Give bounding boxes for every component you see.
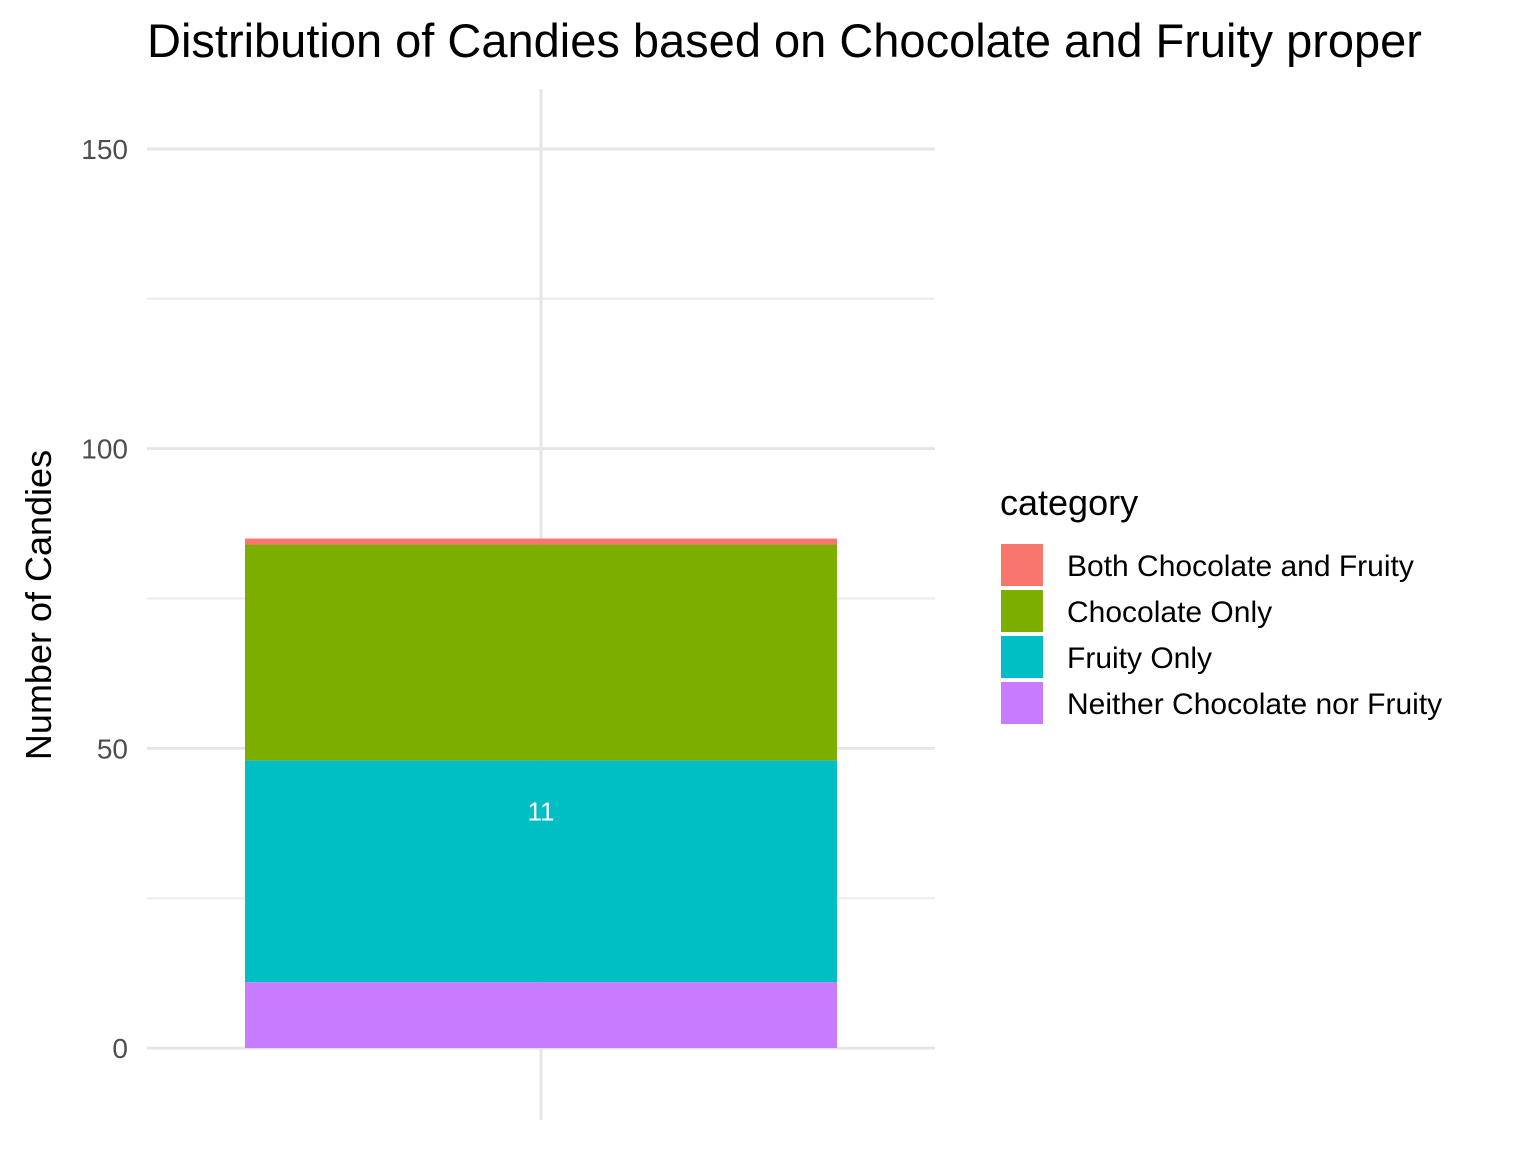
legend-label: Fruity Only [1067,642,1212,675]
bar-segments [245,538,837,1049]
legend-label: Neither Chocolate nor Fruity [1067,688,1442,721]
bar-segment-both-chocolate-and-fruity [245,538,837,545]
data-label: 11 [528,796,555,826]
legend-key [1001,636,1043,678]
y-tick-label: 50 [97,733,128,764]
legend-title: category [1000,482,1138,523]
legend-label: Both Chocolate and Fruity [1067,550,1414,583]
y-tick-label: 0 [112,1033,128,1064]
y-tick-label: 150 [81,134,128,165]
legend-label: Chocolate Only [1067,596,1272,629]
y-tick-label: 100 [81,434,128,465]
data-labels: 11 [528,796,555,826]
legend: category Both Chocolate and Fruity Chocol… [1000,482,1442,724]
legend-key [1001,544,1043,586]
y-axis-ticks: 0 50 100 150 [81,134,128,1064]
bar-segment-chocolate-only [245,544,837,761]
bar-segment-fruity-only [245,760,837,983]
chart-title: Distribution of Candies based on Chocola… [147,14,1422,67]
legend-key [1001,590,1043,632]
legend-key [1001,682,1043,724]
y-axis-title: Number of Candies [18,450,59,760]
bar-segment-neither-chocolate-nor-fruity [245,982,837,1049]
